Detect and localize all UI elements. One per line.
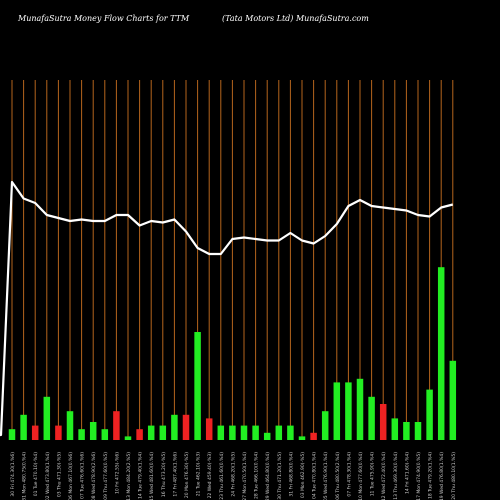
x-tick-label: 19 Wed 476.80(1.%4) [439, 452, 445, 500]
money-flow-bar [403, 422, 410, 440]
money-flow-bar [113, 411, 120, 440]
x-tick-label: 03 Mon 462.90(-%5) [300, 452, 306, 498]
price-line [0, 180, 454, 437]
x-tick-label: 18 Tue 479.20(1.%4) [428, 452, 434, 499]
x-tick-label: 21 Tue 462.10(-%3) [196, 452, 202, 497]
money-flow-bar [66, 411, 74, 440]
money-flow-bar [182, 414, 190, 440]
money-flow-bar [240, 425, 248, 440]
money-flow-bar [136, 429, 143, 440]
money-flow-bar [194, 332, 201, 440]
money-flow-bar [205, 418, 213, 440]
money-flow-bar [124, 436, 132, 440]
money-flow-bar [217, 425, 225, 440]
money-flow-bar [414, 422, 422, 440]
x-tick-label: 09 Thu 477.60(0.%5) [103, 452, 109, 500]
chart-header-left: MunafaSutra Money Flow Charts for TTM [18, 14, 190, 23]
money-flow-bar [20, 414, 27, 440]
x-tick-label: 12 Wed 472.40(0.%4) [381, 452, 387, 500]
x-tick-label: 22 Wed 459.40(-%3) [207, 452, 213, 499]
money-flow-bar [8, 429, 16, 440]
x-tick-label: 07 Tue 476.60(1.%6) [80, 452, 86, 499]
x-tick-label: 30 Thu 471.20(1.%5) [277, 452, 283, 500]
x-tick-label: 10 Fri 472.55(-%6) [114, 452, 120, 494]
money-flow-bar [356, 378, 364, 440]
x-tick-label: 31 Mon 480.75(0.%4) [22, 452, 28, 500]
x-tick-label: 20 Mon 476.30(-%5) [184, 452, 190, 498]
money-flow-bar [310, 432, 317, 440]
x-tick-label: 06 Mon 467.10(0.%6) [68, 452, 74, 500]
money-flow-bar [275, 425, 283, 440]
money-flow-bar [78, 429, 85, 440]
x-tick-label: 03 Thu 471.30(-%5) [56, 452, 62, 497]
x-tick-label: 15 Wed 481.60(0.%4) [149, 452, 155, 500]
x-tick-label: 20 Thu 480.10(1.%5) [451, 452, 457, 500]
x-tick-label: 10 Mon 477.60(0.%4) [358, 452, 364, 500]
x-tick-label: 14 Tue 479.40(1.%4) [138, 452, 144, 499]
x-tick-label: 13 Mon 484.20(2.%5) [126, 452, 132, 500]
chart-header-right: (Tata Motors Ltd) MunafaSutra.com [222, 14, 369, 23]
money-flow-bar [263, 432, 271, 440]
x-tick-label: 06 Thu 480.50(2.%4) [335, 452, 341, 500]
money-flow-bar [252, 425, 259, 440]
money-flow-bar [321, 411, 329, 440]
money-flow-bar [43, 396, 51, 440]
x-tick-label: 02 Wed 473.80(1.%4) [45, 452, 51, 500]
x-tick-label: 16 Thu 473.20(-%5) [161, 452, 167, 497]
money-flow-bar [437, 267, 445, 440]
money-flow-bar [449, 360, 457, 440]
x-tick-label: 14 Fri 471.60(-%4) [404, 452, 410, 494]
money-flow-bar [379, 404, 387, 440]
x-tick-label: 30 Fri 474.30(1.%6) [10, 452, 16, 497]
money-flow-bar [368, 396, 375, 440]
money-flow-bar [298, 436, 306, 440]
x-tick-label: 31 Fri 468.80(0.%4) [288, 452, 294, 497]
money-flow-bar [171, 414, 178, 440]
money-flow-bar [31, 425, 39, 440]
money-flow-bar [333, 382, 341, 440]
money-flow-bar [55, 425, 62, 440]
x-tick-label: 17 Fri 487.40(1.%6) [172, 452, 178, 497]
x-tick-label: 17 Mon 474.90(0.%5) [416, 452, 422, 500]
x-tick-label: 05 Wed 476.90(1.%4) [323, 452, 329, 500]
money-flow-bar [101, 429, 109, 440]
money-flow-bar [147, 425, 155, 440]
x-tick-label: 13 Thu 469.30(0.%4) [393, 452, 399, 500]
money-flow-bar [391, 418, 399, 440]
x-tick-label: 04 Tue 470.80(1.%4) [312, 452, 318, 499]
x-tick-label: 07 Fri 478.30(1.%4) [346, 452, 352, 497]
x-tick-label: 01 Tue 470.10(-%4) [33, 452, 39, 497]
x-tick-label: 27 Mon 470.50(1.%4) [242, 452, 248, 500]
money-flow-bar [159, 425, 167, 440]
money-flow-bar [287, 425, 294, 440]
x-tick-label: 24 Fri 468.20(1.%5) [230, 452, 236, 497]
x-tick-label: 08 Wed 478.90(2.%6) [91, 452, 97, 500]
x-tick-label: 28 Tue 466.10(0.%4) [254, 452, 260, 499]
x-tick-label: 11 Tue 475.90(-%4) [370, 452, 376, 497]
x-tick-label: 29 Wed 464.80(0.%4) [265, 452, 271, 500]
money-flow-bar [89, 422, 97, 440]
money-flow-bar [229, 425, 236, 440]
money-flow-bar [345, 382, 352, 440]
x-tick-label: 23 Thu 461.60(0.%4) [219, 452, 225, 500]
money-flow-bar [426, 389, 433, 440]
